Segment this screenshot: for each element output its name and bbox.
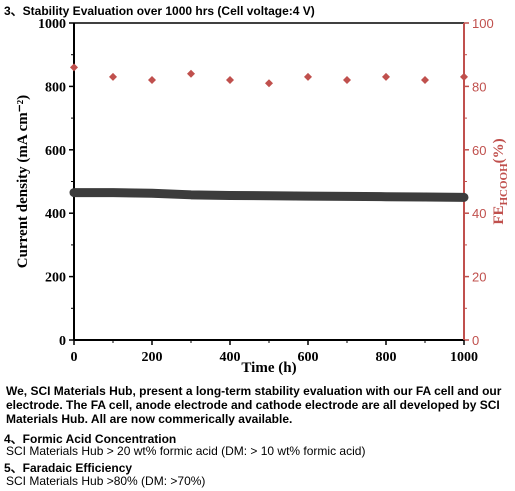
current-density-point: [460, 193, 468, 202]
fe-hcooh-point: [226, 76, 234, 85]
x-tick-label: 0: [71, 350, 78, 365]
intro-paragraph: We, SCI Materials Hub, present a long-te…: [6, 384, 502, 426]
section-5-title: 5、Faradaic Efficiency: [4, 461, 133, 475]
y2-label-tail: (%): [491, 138, 507, 163]
y-tick-label: 800: [45, 80, 66, 95]
fe-hcooh-point: [460, 72, 468, 81]
current-density-point: [187, 190, 195, 199]
y-tick-label: 600: [45, 144, 66, 159]
fe-hcooh-point: [265, 79, 273, 88]
fe-hcooh-point: [187, 69, 195, 78]
x-tick-label: 1000: [450, 350, 478, 365]
fe-hcooh-point: [148, 76, 156, 85]
x-tick-label: 200: [142, 350, 163, 365]
chart-title: 3、Stability Evaluation over 1000 hrs (Ce…: [4, 4, 315, 18]
y2-label-sub: HCOOH: [498, 163, 510, 206]
y2-tick-label: 60: [472, 143, 486, 158]
y2-tick-label: 40: [472, 206, 486, 221]
fe-hcooh-point: [421, 76, 429, 85]
current-density-point: [148, 189, 156, 198]
y2-axis-label: FEHCOOH(%): [491, 138, 510, 224]
fe-hcooh-point: [304, 72, 312, 81]
y-tick-label: 400: [45, 207, 66, 222]
section-4-text: SCI Materials Hub > 20 wt% formic acid (…: [6, 444, 366, 458]
y2-tick-label: 20: [472, 270, 486, 285]
section-4-title: 4、Formic Acid Concentration: [4, 432, 177, 446]
fe-hcooh-point: [343, 76, 351, 85]
current-density-point: [109, 188, 117, 197]
current-density-point: [70, 188, 78, 197]
y-tick-label: 200: [45, 271, 66, 286]
x-axis-label: Time (h): [241, 360, 296, 376]
y-tick-label: 1000: [38, 17, 66, 32]
y2-label-main: FE: [491, 206, 507, 225]
fe-hcooh-point: [70, 63, 78, 72]
x-tick-label: 600: [298, 350, 319, 365]
current-density-point: [421, 193, 429, 202]
y2-tick-label: 0: [472, 333, 479, 348]
current-density-point: [382, 192, 390, 201]
fe-hcooh-point: [382, 72, 390, 81]
y-tick-label: 0: [59, 334, 66, 349]
current-density-point: [304, 192, 312, 201]
y-axis-label: Current density (mA cm⁻²): [15, 95, 31, 268]
fe-hcooh-point: [109, 72, 117, 81]
current-density-point: [226, 191, 234, 200]
x-tick-label: 800: [376, 350, 397, 365]
current-density-point: [265, 191, 273, 200]
current-density-point: [343, 192, 351, 201]
section-5-text: SCI Materials Hub >80% (DM: >70%): [6, 474, 206, 488]
x-tick-label: 400: [220, 350, 241, 365]
y2-tick-label: 80: [472, 79, 486, 94]
y2-tick-label: 100: [472, 16, 494, 31]
